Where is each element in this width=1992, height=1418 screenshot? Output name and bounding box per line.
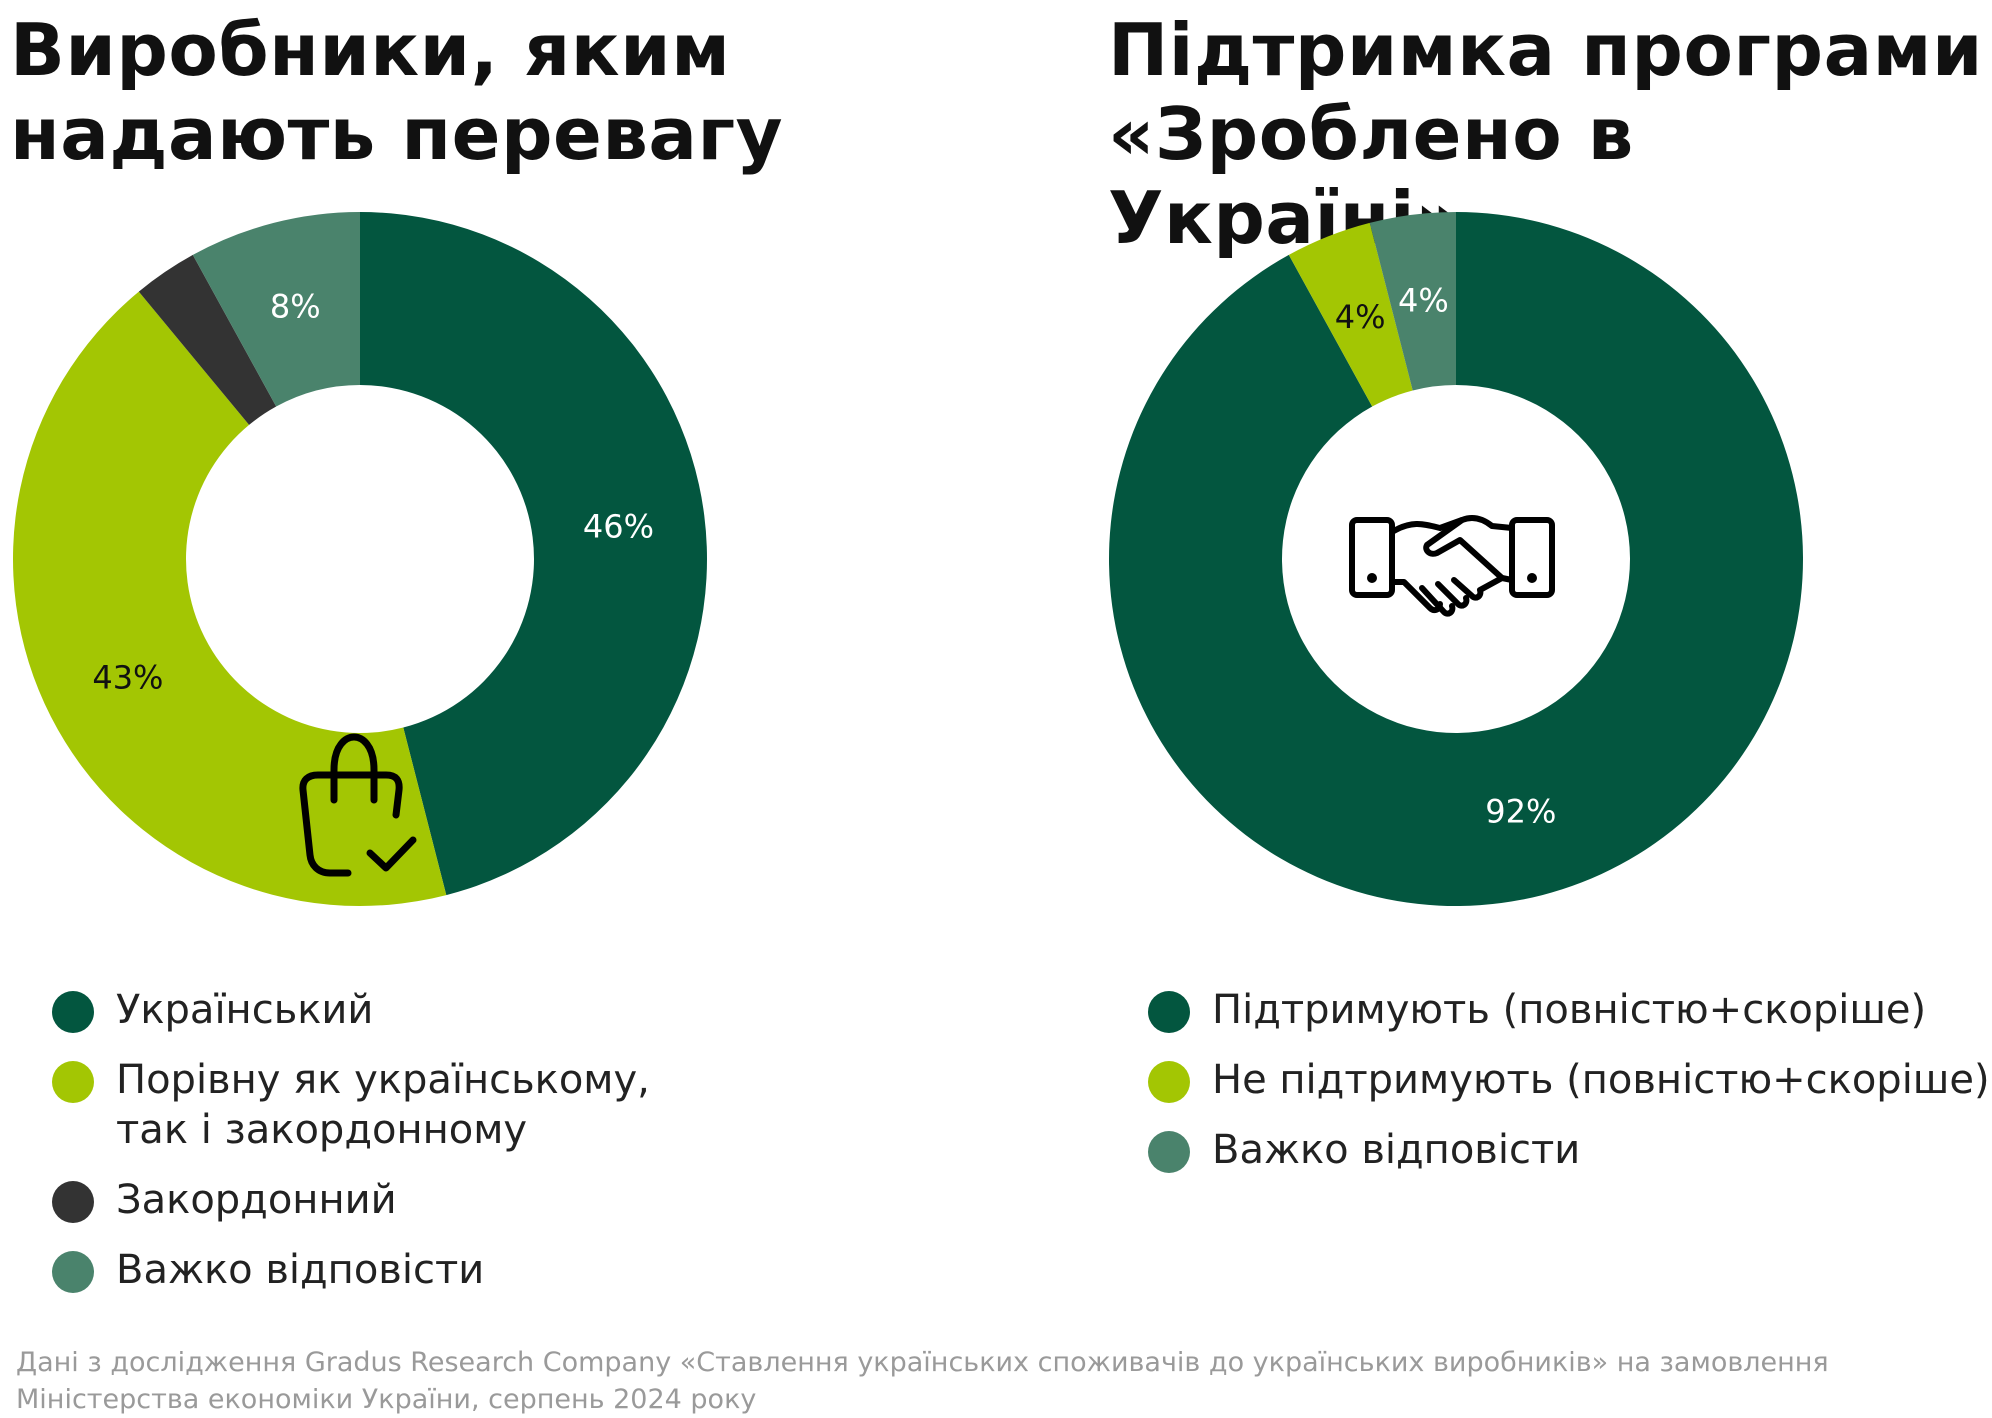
preferred-producers-donut: 46% 43% 8% [12,212,707,906]
legend-item: Закордонний [52,1175,650,1225]
legend-label: Важко відповісти [116,1247,485,1293]
slice-labels: 92% 4% 4% [1335,282,1557,831]
legend-label: Підтримують (повністю+скоріше) [1212,987,1927,1033]
donut-slice [1109,212,1803,906]
legend-label: Український [116,987,374,1033]
donut-slice [1369,212,1456,391]
source-footnote: Дані з дослідження Gradus Research Compa… [16,1344,1829,1418]
donut-slice [1288,222,1413,407]
legend-label: Порівну як українському, так і закордонно… [116,1057,650,1153]
donut-slice [360,212,707,896]
legend-swatch [1148,991,1190,1033]
legend-label: Не підтримують (повністю+скоріше) [1212,1057,1990,1103]
donut-slice [192,212,360,407]
legend-swatch [52,1181,94,1223]
footnote-line: Міністерства економіки України, серпень … [16,1384,757,1415]
legend-item: Не підтримують (повністю+скоріше) [1148,1055,1990,1105]
left-chart-title: Виробники, яким надають перевагу [10,8,783,176]
slice-value-label: 4% [1398,282,1449,320]
title-line: Підтримка програми [1108,8,1983,92]
slices [1109,212,1803,906]
slice-value-label: 4% [1335,298,1386,336]
legend-swatch [52,991,94,1033]
legend-item: Підтримують (повністю+скоріше) [1148,985,1990,1035]
legend-item: Важко відповісти [52,1245,650,1295]
legend-label: Закордонний [116,1177,397,1223]
slice-value-label: 46% [583,507,654,545]
footnote-line: Дані з дослідження Gradus Research Compa… [16,1347,1829,1378]
handshake-icon [1349,515,1555,617]
made-in-ukraine-support-donut: 92% 4% 4% [1109,212,1803,906]
legend-swatch [52,1251,94,1293]
slice-value-label: 43% [92,658,163,696]
shopping-bag-check-icon [299,733,417,877]
legend-swatch [52,1061,94,1103]
slices [12,212,707,906]
legend-item: Порівну як українському, так і закордонно… [52,1055,650,1155]
legend-swatch [1148,1131,1190,1173]
legend-item: Український [52,985,650,1035]
left-legend: Український Порівну як українському, так і… [52,985,650,1315]
slice-value-label: 92% [1485,792,1556,830]
right-legend: Підтримують (повністю+скоріше) Не підтрим… [1148,985,1990,1195]
title-line: Виробники, яким [10,8,731,92]
slice-labels: 46% 43% 8% [92,288,654,697]
donut-slice [138,254,277,425]
legend-item: Важко відповісти [1148,1125,1990,1175]
title-line: надають перевагу [10,92,784,176]
slice-value-label: 8% [270,288,321,326]
legend-label: Важко відповісти [1212,1127,1581,1173]
legend-swatch [1148,1061,1190,1103]
